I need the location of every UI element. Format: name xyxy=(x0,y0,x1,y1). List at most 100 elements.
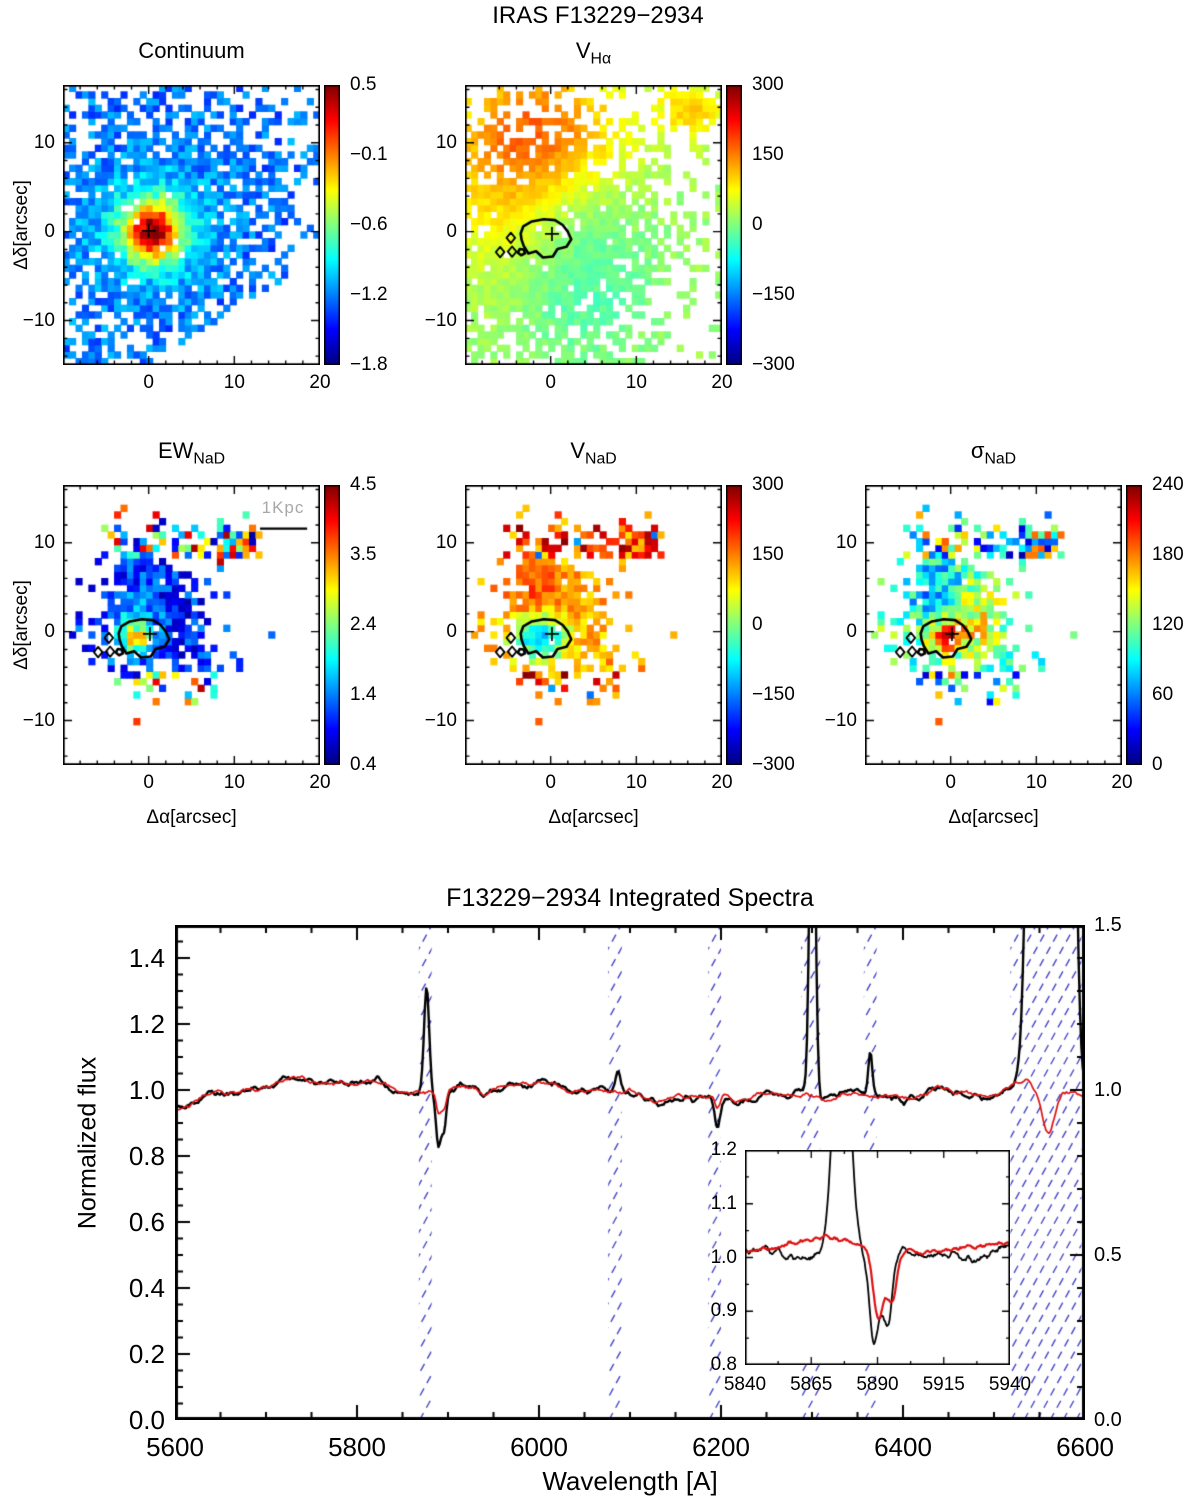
ew-nad-map-canvas xyxy=(63,485,320,765)
x-axis-label-v-nad: Δα[arcsec] xyxy=(548,807,639,828)
sigma-nad-map-canvas xyxy=(865,485,1122,765)
sigma-nad-ytick-10: 10 xyxy=(835,531,857,553)
sigma-nad-cbtick-120: 120 xyxy=(1152,614,1184,635)
panel-title-v-nad-text: V xyxy=(570,438,586,463)
v-halpha-cbtick-150: 150 xyxy=(752,144,784,165)
v-halpha-map-canvas xyxy=(465,85,722,365)
spectrum-ytick-right-0.5: 0.5 xyxy=(1094,1244,1122,1266)
spectrum-title: F13229−2934 Integrated Spectra xyxy=(446,884,814,912)
v-nad-ytick-0: 0 xyxy=(446,620,457,642)
ew-nad-cbtick-1.4: 1.4 xyxy=(350,684,377,705)
sigma-nad-xtick-10: 10 xyxy=(1025,772,1047,793)
spectrum-xtick-6200: 6200 xyxy=(692,1432,750,1462)
inset-xtick-5915: 5915 xyxy=(922,1374,965,1395)
inset-xtick-5865: 5865 xyxy=(790,1374,833,1395)
panel-title-ew-nad-text: EW xyxy=(157,438,194,463)
spectrum-xtick-5800: 5800 xyxy=(328,1432,386,1462)
spectrum-xtick-5600: 5600 xyxy=(146,1432,204,1462)
continuum-xtick-10: 10 xyxy=(223,372,245,393)
v-nad-cbtick-−300: −300 xyxy=(752,754,795,775)
inset-ytick-1.1: 1.1 xyxy=(710,1192,737,1214)
panel-title-v-nad: VNaD xyxy=(570,438,616,468)
figure-title: IRAS F13229−2934 xyxy=(492,2,704,29)
continuum-xtick-0: 0 xyxy=(143,372,154,393)
spectrum-ytick-right-1.5: 1.5 xyxy=(1094,914,1122,936)
continuum-cbtick-−0.1: −0.1 xyxy=(350,144,388,165)
ew-nad-cbtick-4.5: 4.5 xyxy=(350,474,377,495)
inset-xtick-5890: 5890 xyxy=(856,1374,899,1395)
sigma-nad-cbtick-180: 180 xyxy=(1152,544,1184,565)
spectrum-ytick-left-1.0: 1.0 xyxy=(128,1075,165,1105)
v-halpha-xtick-0: 0 xyxy=(545,372,556,393)
continuum-cbtick-−0.6: −0.6 xyxy=(350,214,388,235)
panel-title-continuum: Continuum xyxy=(138,38,244,68)
sigma-nad-xtick-20: 20 xyxy=(1111,772,1133,793)
ew-nad-ytick-0: 0 xyxy=(44,620,55,642)
panel-title-v-nad-sub: NaD xyxy=(585,450,617,468)
sigma-nad-ytick-0: 0 xyxy=(846,620,857,642)
ew-nad-cbtick-2.4: 2.4 xyxy=(350,614,377,635)
v-nad-cbtick-−150: −150 xyxy=(752,684,795,705)
v-halpha-ytick-0: 0 xyxy=(446,220,457,242)
continuum-cbtick-0.5: 0.5 xyxy=(350,74,377,95)
inset-canvas xyxy=(745,1150,1010,1365)
sigma-nad-cbtick-0: 0 xyxy=(1152,754,1163,775)
continuum-cbtick-−1.8: −1.8 xyxy=(350,354,388,375)
spectrum-xtick-6600: 6600 xyxy=(1056,1432,1114,1462)
v-halpha-ytick-−10: −10 xyxy=(424,309,457,331)
spectrum-ytick-left-1.4: 1.4 xyxy=(128,943,165,973)
v-nad-ytick-−10: −10 xyxy=(424,709,457,731)
v-nad-cbtick-150: 150 xyxy=(752,544,784,565)
v-halpha-ytick-10: 10 xyxy=(435,131,457,153)
continuum-map-canvas xyxy=(63,85,320,365)
ew-nad-cbtick-3.5: 3.5 xyxy=(350,544,377,565)
panel-title-continuum-text: Continuum xyxy=(138,38,245,63)
continuum-ytick-10: 10 xyxy=(33,131,55,153)
inset-ytick-1.2: 1.2 xyxy=(710,1139,737,1160)
ew-nad-colorbar xyxy=(324,485,340,765)
inset-xtick-5840: 5840 xyxy=(723,1374,767,1395)
sigma-nad-cbtick-240: 240 xyxy=(1152,474,1184,495)
panel-title-sigma-nad-sub: NaD xyxy=(984,450,1017,468)
sigma-nad-ytick-−10: −10 xyxy=(824,709,857,731)
spectrum-xtick-6000: 6000 xyxy=(510,1432,568,1462)
panel-title-ew-nad-sub: NaD xyxy=(193,450,226,468)
panel-title-v-halpha-sub: Hα xyxy=(590,50,612,68)
spectrum-ytick-left-0.4: 0.4 xyxy=(128,1273,165,1303)
panel-title-sigma-nad: σNaD xyxy=(971,438,1016,468)
v-halpha-xtick-10: 10 xyxy=(625,372,647,393)
spectrum-xtick-6400: 6400 xyxy=(874,1432,932,1462)
v-halpha-cbtick-−150: −150 xyxy=(752,284,795,305)
v-halpha-xtick-20: 20 xyxy=(711,372,733,393)
v-halpha-cbtick-0: 0 xyxy=(752,214,763,235)
v-nad-xtick-10: 10 xyxy=(625,772,647,793)
spectrum-ytick-right-1.0: 1.0 xyxy=(1094,1079,1122,1101)
v-nad-xtick-20: 20 xyxy=(711,772,733,793)
continuum-ytick-0: 0 xyxy=(44,220,55,242)
v-nad-cbtick-300: 300 xyxy=(752,474,784,495)
ew-nad-xtick-10: 10 xyxy=(223,772,245,793)
continuum-colorbar xyxy=(324,85,340,365)
v-nad-ytick-10: 10 xyxy=(435,531,457,553)
panel-title-v-halpha-text: V xyxy=(575,38,591,63)
x-axis-label-ew-nad: Δα[arcsec] xyxy=(146,807,237,828)
v-nad-map-canvas xyxy=(465,485,722,765)
spectrum-ytick-left-0.2: 0.2 xyxy=(128,1339,165,1369)
ew-nad-cbtick-0.4: 0.4 xyxy=(350,754,377,775)
panel-title-sigma-nad-text: σ xyxy=(970,438,985,463)
v-nad-colorbar xyxy=(726,485,742,765)
sigma-nad-cbtick-60: 60 xyxy=(1152,684,1174,705)
ew-nad-xtick-20: 20 xyxy=(309,772,331,793)
ew-nad-xtick-0: 0 xyxy=(143,772,154,793)
continuum-cbtick-−1.2: −1.2 xyxy=(350,284,388,305)
inset-ytick-0.8: 0.8 xyxy=(710,1354,737,1375)
v-nad-xtick-0: 0 xyxy=(545,772,556,793)
inset-ytick-0.9: 0.9 xyxy=(710,1300,737,1322)
v-halpha-cbtick-300: 300 xyxy=(752,74,784,95)
v-halpha-colorbar xyxy=(726,85,742,365)
sigma-nad-colorbar xyxy=(1126,485,1142,765)
spectrum-ytick-left-0.8: 0.8 xyxy=(128,1141,165,1171)
spectrum-ytick-left-0.0: 0.0 xyxy=(128,1405,165,1435)
spectrum-x-axis-label: Wavelength [A] xyxy=(542,1466,718,1496)
